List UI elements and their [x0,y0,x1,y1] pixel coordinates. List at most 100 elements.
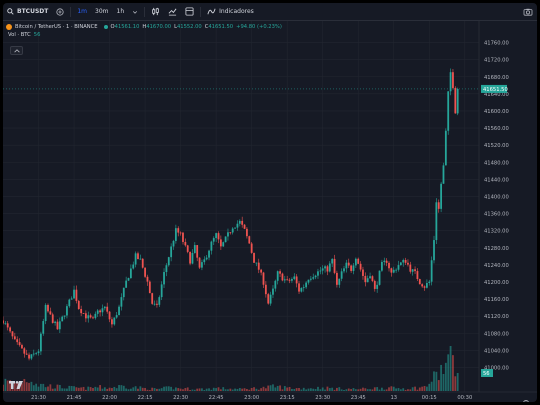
candle-body [87,315,90,319]
volume-bar [312,388,315,391]
candle-body [300,287,303,292]
volume-bar [262,386,265,391]
candle-body [215,233,218,239]
candle-body [141,258,144,268]
candle-body [246,228,248,237]
time-axis-label: 23:00 [244,395,259,401]
candle-body [172,240,175,247]
volume-bar [205,388,208,391]
price-chart[interactable]: 41760.00 41720.00 41680.00 41640.00 41600.00… [3,21,537,402]
candle-body [253,252,255,263]
volume-bar [132,387,135,391]
volume-bar [120,385,123,391]
tradingview-logo[interactable] [9,375,23,389]
volume-bar [186,387,189,391]
volume-bar [426,386,428,391]
volume-bar [39,383,42,391]
volume-bar [331,387,334,391]
candle-body [144,267,146,277]
add-symbol-button[interactable] [52,3,68,20]
candle-body [366,278,369,283]
volume-bar [148,390,151,391]
candle-body [255,262,258,264]
candle-body [442,165,445,184]
volume-bar [208,388,210,391]
current-volume-badge [481,369,493,377]
interval-1h-button[interactable]: 1h [116,8,125,15]
volume-bar [255,388,258,391]
volume-bar [16,381,19,391]
candle-body [369,276,371,279]
candle-body [428,281,431,284]
indicators-button[interactable]: Indicadores [203,3,258,20]
candle-body [191,253,194,264]
volume-bar [397,388,400,391]
candle-body [298,283,300,292]
volume-bar [54,388,56,391]
candle-body [198,257,201,268]
volume-bar [371,389,374,391]
candle-body [4,323,7,325]
volume-bar [127,389,130,391]
candle-body [148,281,151,294]
time-axis-label: 00:15 [422,395,437,401]
volume-bar [51,388,54,391]
candle-body [120,297,123,307]
volume-bar [170,386,173,391]
candle-body [426,283,428,288]
candle-body [309,278,312,280]
volume-bar [328,388,331,391]
interval-30m-button[interactable]: 30m [95,8,109,15]
volume-bar [177,388,180,391]
volume-bar [454,376,457,391]
candle-body [179,232,182,234]
interval-1m-button[interactable]: 1m [77,8,88,15]
candle-body [343,268,345,272]
candle-body [99,310,101,313]
candle-body [217,233,220,240]
chart-type-button[interactable] [147,3,164,20]
candle-body [37,351,40,354]
volume-bar [215,388,218,391]
volume-bar [9,380,12,391]
price-axis-label: 41400.00 [484,194,509,200]
volume-bar [347,388,350,391]
volume-bar [224,389,227,391]
volume-bar [122,385,125,391]
volume-bar [238,387,241,391]
volume-bar [442,373,445,391]
candle-body [267,294,270,304]
volume-bar [428,383,431,391]
symbol-search-button[interactable]: BTCUSDT [3,3,52,20]
candle-body [435,202,438,241]
compare-button[interactable] [164,3,181,20]
candle-body [6,323,9,328]
symbol-title: Bitcoin / TetherUS · 1 · BINANCE [15,24,98,30]
volume-bar [196,388,199,391]
candle-body [108,311,111,320]
volume-bar [99,385,101,391]
template-button[interactable] [181,3,198,20]
volume-bar [378,389,381,391]
volume-bar [250,387,253,391]
volume-bar [3,384,4,391]
legend-collapse-button[interactable] [10,46,23,55]
candle-body [357,258,360,264]
volume-bar [158,388,161,391]
candle-body [125,280,128,288]
candle-body [189,251,191,264]
candle-body [18,342,21,346]
volume-bar [44,387,47,391]
screenshot-button[interactable] [519,3,537,20]
current-volume-label: 56 [483,371,490,377]
chart-settings-button[interactable] [522,392,530,402]
candle-body [260,269,263,273]
interval-dropdown-button[interactable] [128,3,142,20]
candle-body [160,284,163,298]
volume-bar [359,388,362,391]
candles-icon [152,7,159,16]
price-axis-label: 41280.00 [484,246,509,252]
candle-body [262,272,265,285]
candle-body [153,303,156,305]
volume-bar [113,386,116,391]
